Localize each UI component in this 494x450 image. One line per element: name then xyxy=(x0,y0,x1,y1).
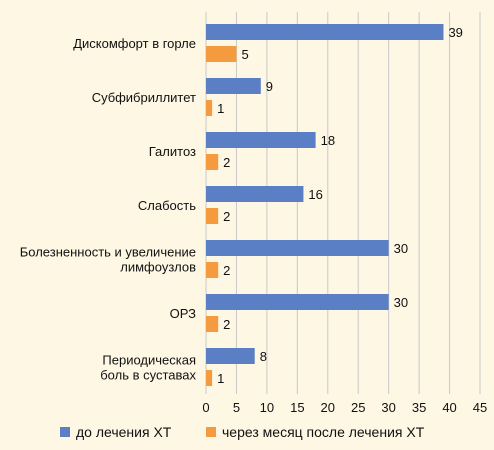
x-tick-label: 15 xyxy=(290,400,304,415)
category-label: Слабость xyxy=(138,198,196,213)
data-label: 1 xyxy=(217,101,224,116)
bar xyxy=(206,132,316,148)
bar xyxy=(206,262,219,278)
category-label: Галитоз xyxy=(149,144,196,159)
bars xyxy=(206,24,444,386)
data-label: 9 xyxy=(266,79,273,94)
x-tick-label: 45 xyxy=(473,400,487,415)
data-label: 39 xyxy=(448,25,462,40)
legend-label: до лечения ХТ xyxy=(76,424,172,440)
bar xyxy=(206,370,213,386)
category-label: ОРЗ xyxy=(170,306,196,321)
bar xyxy=(206,24,444,40)
category-label: Периодическая xyxy=(102,353,196,368)
data-label: 16 xyxy=(308,187,322,202)
bar xyxy=(206,348,255,364)
data-label: 2 xyxy=(223,155,230,170)
data-label: 18 xyxy=(321,133,335,148)
bar xyxy=(206,186,304,202)
x-tick-label: 40 xyxy=(442,400,456,415)
legend: до лечения ХТ через месяц после лечения Х… xyxy=(60,424,425,440)
data-label: 30 xyxy=(394,295,408,310)
data-label: 1 xyxy=(217,371,224,386)
x-tick-label: 35 xyxy=(412,400,426,415)
category-labels: Дискомфорт в горле Субфибриллитет Галитоз С… xyxy=(20,36,197,383)
legend-swatch xyxy=(206,427,216,437)
bar xyxy=(206,154,219,170)
category-label: лимфоузлов xyxy=(120,260,196,275)
bar xyxy=(206,78,261,94)
legend-label: через месяц после лечения ХТ xyxy=(222,424,425,440)
data-label: 2 xyxy=(223,317,230,332)
data-label: 5 xyxy=(241,47,248,62)
x-tick-label: 5 xyxy=(233,400,240,415)
x-tick-label: 10 xyxy=(260,400,274,415)
x-tick-label: 0 xyxy=(202,400,209,415)
x-axis-ticks: 0 5 10 15 20 25 30 35 40 45 xyxy=(202,400,487,415)
data-labels: 39 5 9 1 18 2 16 2 30 2 30 2 8 1 xyxy=(217,25,463,386)
category-label: Дискомфорт в горле xyxy=(73,36,196,51)
bar xyxy=(206,208,219,224)
data-label: 8 xyxy=(260,349,267,364)
category-label: Субфибриллитет xyxy=(92,90,196,105)
gridlines xyxy=(205,12,481,394)
bar xyxy=(206,294,389,310)
data-label: 2 xyxy=(223,209,230,224)
x-tick-label: 30 xyxy=(381,400,395,415)
category-label: боль в суставах xyxy=(100,368,196,383)
data-label: 30 xyxy=(394,241,408,256)
category-label: Болезненность и увеличение xyxy=(20,245,196,260)
data-label: 2 xyxy=(223,263,230,278)
legend-swatch xyxy=(60,427,70,437)
x-tick-label: 25 xyxy=(351,400,365,415)
bar xyxy=(206,46,237,62)
bar xyxy=(206,316,219,332)
bar xyxy=(206,240,389,256)
x-tick-label: 20 xyxy=(321,400,335,415)
bar xyxy=(206,100,213,116)
